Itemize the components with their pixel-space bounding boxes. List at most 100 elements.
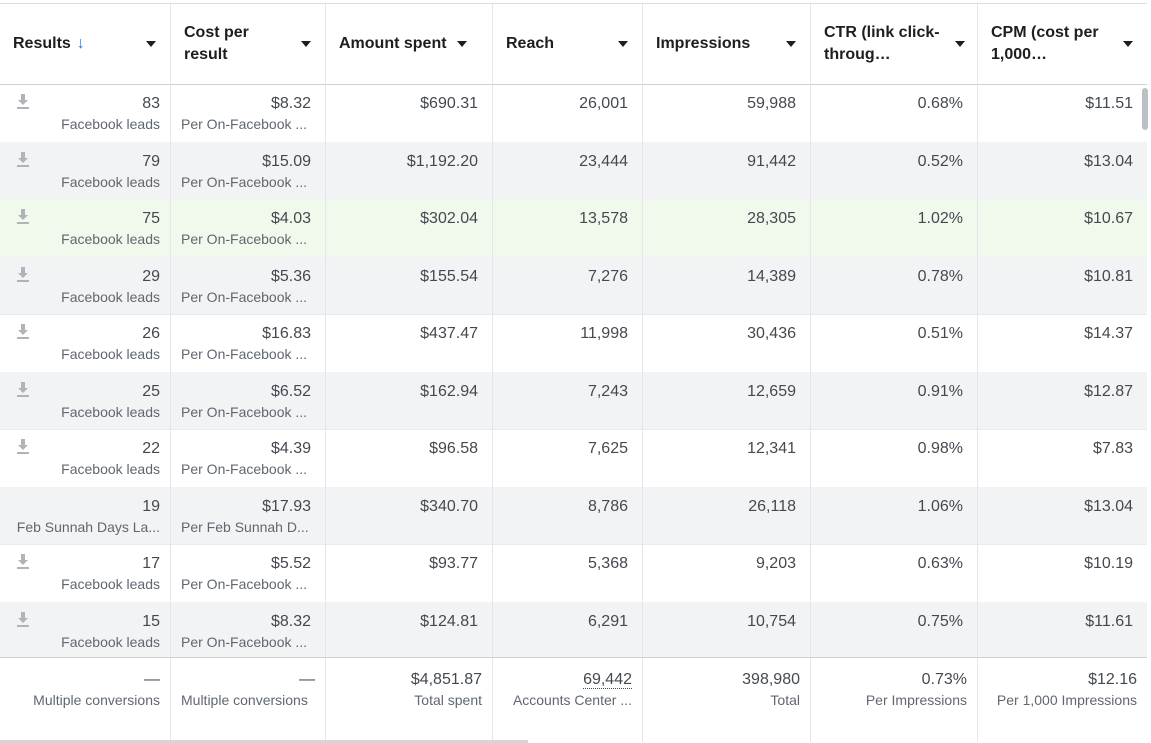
cell-impressions: 10,754 [643,601,811,659]
total-impressions-cell: 398,980 Total [643,658,811,742]
cell-amount-spent: $1,192.20 [326,141,493,199]
cell-cpm: $10.81 [978,257,1147,315]
cell-amount-spent: $340.70 [326,486,493,544]
caret-down-icon[interactable] [146,41,156,47]
cell-impressions: 12,659 [643,371,811,429]
reach-value: 7,625 [587,440,628,457]
download-icon[interactable] [16,266,32,283]
cell-reach: 7,243 [493,371,643,429]
download-icon[interactable] [16,611,32,628]
caret-down-icon[interactable] [955,41,965,47]
column-header-reach[interactable]: Reach [493,4,643,84]
results-label: Facebook leads [61,461,160,477]
cpm-value: $13.04 [1084,497,1133,515]
results-value: 29 [142,267,160,285]
cell-results: 17 Facebook leads [0,544,171,602]
column-header-label: Amount spent [339,35,447,52]
column-header-impressions[interactable]: Impressions [643,4,811,84]
table-row[interactable]: 75 Facebook leads $4.03 Per On-Facebook ...… [0,199,1147,258]
results-value: 75 [142,210,160,227]
table-row[interactable]: 83 Facebook leads $8.32 Per On-Facebook ...… [0,84,1147,143]
total-reach-value[interactable]: 69,442 [583,671,632,689]
cpm-value: $10.81 [1084,267,1133,285]
vertical-scrollbar-thumb[interactable] [1142,88,1148,130]
caret-down-icon[interactable] [1123,41,1133,47]
cell-cost-per-result: $4.39 Per On-Facebook ... [171,429,326,487]
horizontal-scrollbar[interactable] [0,740,528,743]
cell-cost-per-result: $17.93 Per Feb Sunnah D... [171,486,326,544]
impressions-value: 14,389 [747,267,796,285]
table-row[interactable]: 22 Facebook leads $4.39 Per On-Facebook ...… [0,429,1147,488]
column-header-amount-spent[interactable]: Amount spent [326,4,493,84]
cpm-value: $13.04 [1084,152,1133,170]
column-header-cost-per-result[interactable]: Cost per result [171,4,326,84]
download-icon[interactable] [16,439,32,455]
caret-down-icon[interactable] [786,41,796,47]
download-icon[interactable] [16,209,32,225]
download-icon[interactable] [16,554,32,570]
cell-impressions: 91,442 [643,141,811,199]
results-label: Facebook leads [61,403,160,420]
cost-per-result-label: Per On-Facebook ... [181,231,308,247]
results-label: Facebook leads [61,633,160,650]
results-label: Facebook leads [61,346,160,362]
ctr-value: 0.52% [917,152,963,170]
cost-per-result-label: Per On-Facebook ... [181,461,308,477]
download-icon[interactable] [16,324,32,340]
column-header-results[interactable]: Results ↓ [0,4,171,84]
caret-down-icon[interactable] [618,41,628,47]
reach-value: 8,786 [587,497,628,515]
column-header-cpm[interactable]: CPM (cost per 1,000… [978,4,1147,84]
cell-impressions: 9,203 [643,544,811,602]
cpm-value: $12.87 [1084,382,1133,400]
cell-cost-per-result: $5.36 Per On-Facebook ... [171,256,326,314]
total-spent-value: $4,851.87 [410,671,482,688]
cell-cost-per-result: $8.32 Per On-Facebook ... [171,84,326,142]
vertical-scrollbar-track[interactable] [1141,84,1151,657]
results-value: 15 [142,612,160,630]
total-reach-label: Accounts Center ... [512,692,632,708]
cell-results: 19 Feb Sunnah Days La... [0,486,171,544]
results-value: 79 [142,152,160,170]
caret-down-icon[interactable] [301,41,311,47]
ctr-value: 0.78% [917,267,963,285]
cell-results: 29 Facebook leads [0,256,171,314]
cost-per-result-value: $5.52 [270,555,311,572]
total-spent-label: Total spent [414,692,482,708]
reach-value: 11,998 [580,325,628,342]
cell-cpm: $10.19 [978,544,1147,602]
cell-reach: 13,578 [493,199,643,257]
table-row[interactable]: 29 Facebook leads $5.36 Per On-Facebook ...… [0,256,1147,315]
cell-results: 75 Facebook leads [0,199,171,257]
results-value: 83 [142,95,160,112]
total-reach-cell: 69,442 Accounts Center ... [493,658,643,742]
column-header-label: Cost per result [184,24,249,63]
download-icon[interactable] [16,151,32,168]
cell-ctr: 1.02% [811,199,978,257]
amount-spent-value: $340.70 [420,497,478,515]
table-row[interactable]: 25 Facebook leads $6.52 Per On-Facebook ...… [0,371,1147,430]
total-ctr-value: 0.73% [921,671,967,688]
table-row[interactable]: 17 Facebook leads $5.52 Per On-Facebook ...… [0,544,1147,603]
amount-spent-value: $93.77 [429,555,478,572]
cost-per-result-label: Per Feb Sunnah D... [181,518,309,535]
table-row[interactable]: 15 Facebook leads $8.32 Per On-Facebook ...… [0,601,1147,660]
total-cpr-label: Multiple conversions [181,692,308,708]
download-icon[interactable] [16,381,32,398]
cost-per-result-value: $6.52 [270,382,311,400]
table-row[interactable]: 26 Facebook leads $16.83 Per On-Facebook ..… [0,314,1147,373]
column-header-ctr[interactable]: CTR (link click-throug… [811,4,978,84]
cell-amount-spent: $437.47 [326,314,493,372]
ctr-value: 0.98% [917,440,963,457]
cost-per-result-value: $8.32 [270,612,311,630]
column-header-label: Impressions [656,35,751,52]
total-results-value: — [144,671,160,688]
cell-ctr: 0.51% [811,314,978,372]
download-icon[interactable] [16,94,32,110]
table-row[interactable]: 19 Feb Sunnah Days La... $17.93 Per Feb Sun… [0,486,1147,545]
cell-cpm: $14.37 [978,314,1147,372]
impressions-value: 10,754 [747,612,796,630]
table-row[interactable]: 79 Facebook leads $15.09 Per On-Facebook ..… [0,141,1147,200]
caret-down-icon[interactable] [456,41,467,47]
cell-cost-per-result: $4.03 Per On-Facebook ... [171,199,326,257]
